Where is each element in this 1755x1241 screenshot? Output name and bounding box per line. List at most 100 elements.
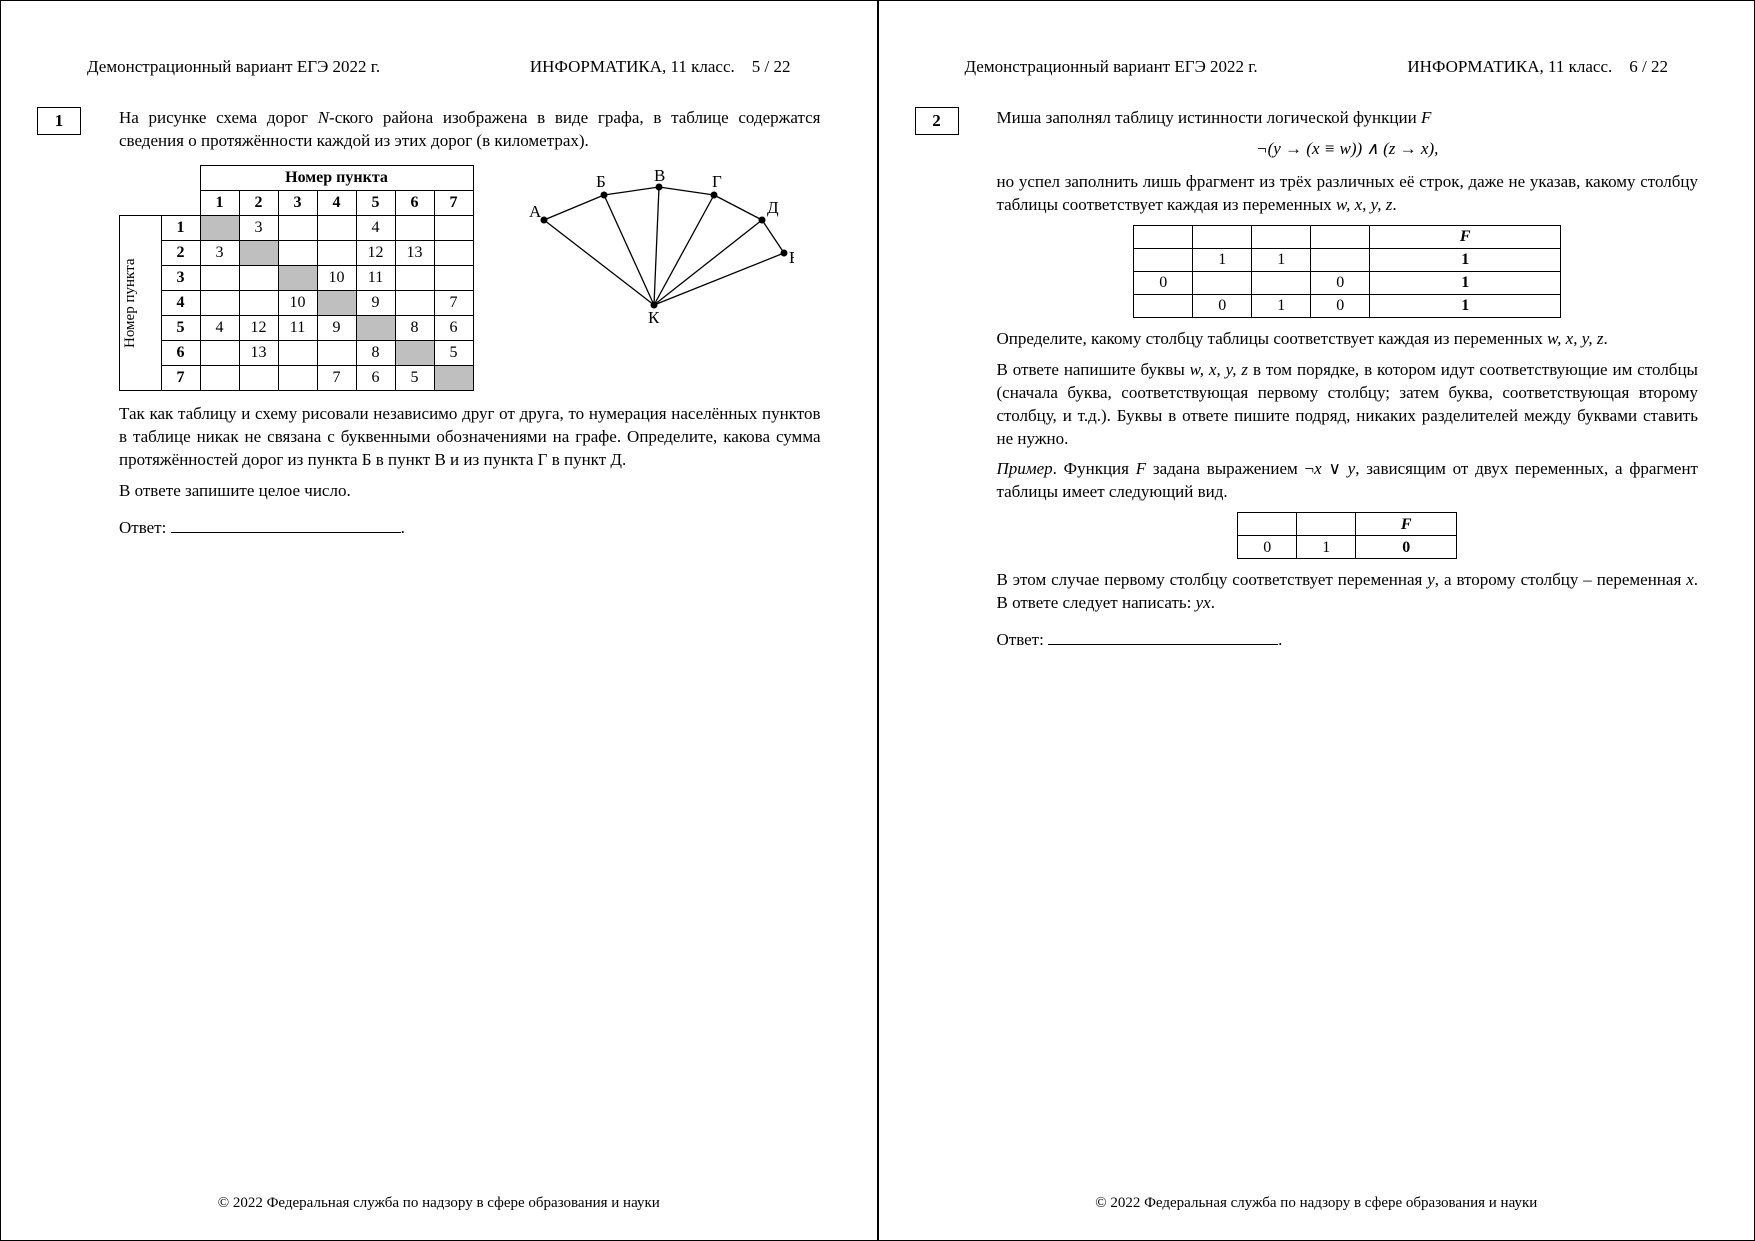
grid-cell: 10: [278, 290, 317, 315]
grid-cell: [278, 340, 317, 365]
grid-cell: [239, 240, 278, 265]
header-left: Демонстрационный вариант ЕГЭ 2022 г.: [87, 57, 380, 77]
p2-para2: Определите, какому столбцу таблицы соотв…: [997, 328, 1699, 351]
truth-cell: 0: [1134, 271, 1193, 294]
truth-cell: 1: [1252, 248, 1311, 271]
grid-cell: 13: [395, 240, 434, 265]
grid-cell: [278, 265, 317, 290]
row-header: 2: [161, 240, 200, 265]
grid-cell: 8: [395, 315, 434, 340]
row-header: 6: [161, 340, 200, 365]
col-header: 7: [434, 190, 473, 215]
node-E: Е: [789, 248, 794, 267]
grid-cell: [434, 215, 473, 240]
grid-cell: [395, 290, 434, 315]
grid-cell: [200, 365, 239, 390]
header-left: Демонстрационный вариант ЕГЭ 2022 г.: [965, 57, 1258, 77]
p1-intro: На рисунке схема дорог N-ского района из…: [119, 107, 821, 153]
truth-cell: 0: [1311, 271, 1370, 294]
grid-cell: 5: [395, 365, 434, 390]
page-number: 5 / 22: [752, 57, 791, 76]
node-A: А: [529, 202, 542, 221]
page-header: Демонстрационный вариант ЕГЭ 2022 г. ИНФ…: [965, 57, 1669, 77]
p2-intro: Миша заполнял таблицу истинности логичес…: [997, 107, 1699, 130]
grid-cell: [200, 290, 239, 315]
page-5: Демонстрационный вариант ЕГЭ 2022 г. ИНФ…: [0, 0, 878, 1241]
truth-cell: 1: [1370, 271, 1561, 294]
truth-cell: 0: [1311, 294, 1370, 317]
p2-example: Пример. Функция F задана выражением ¬x ∨…: [997, 458, 1699, 504]
grid-cell: 3: [200, 240, 239, 265]
col-header: 3: [278, 190, 317, 215]
grid-cell: [395, 215, 434, 240]
grid-cell: [200, 215, 239, 240]
truth-cell: [1311, 248, 1370, 271]
row-header: 7: [161, 365, 200, 390]
grid-cell: 6: [434, 315, 473, 340]
grid-cell: 11: [278, 315, 317, 340]
answer-blank[interactable]: [171, 532, 401, 533]
truth-cell: 0: [1238, 536, 1297, 559]
grid-cell: [395, 265, 434, 290]
truth-cell: 1: [1297, 536, 1356, 559]
truth-cell: [1134, 294, 1193, 317]
page-6: Демонстрационный вариант ЕГЭ 2022 г. ИНФ…: [878, 0, 1755, 1241]
header-right: ИНФОРМАТИКА, 11 класс. 5 / 22: [530, 57, 791, 77]
p1-text-after: Так как таблицу и схему рисовали независ…: [119, 403, 821, 472]
grid-cell: 3: [239, 215, 278, 240]
grid-cell: [278, 240, 317, 265]
grid-cell: [317, 290, 356, 315]
truth-cell: [1134, 248, 1193, 271]
node-D: Д: [767, 198, 779, 217]
page-spread: Демонстрационный вариант ЕГЭ 2022 г. ИНФ…: [0, 0, 1755, 1241]
row-header: 5: [161, 315, 200, 340]
table-and-graph: Номер пункта 1234567 Номер пункта1342312…: [119, 165, 821, 391]
question-number-1: 1: [37, 107, 81, 135]
page-header: Демонстрационный вариант ЕГЭ 2022 г. ИНФ…: [87, 57, 791, 77]
grid-cell: [317, 340, 356, 365]
answer-blank[interactable]: [1048, 644, 1278, 645]
logic-formula: ¬(y → (x ≡ w)) ∧ (z → x),: [997, 138, 1699, 161]
row-header: 1: [161, 215, 200, 240]
truth-cell: 0: [1193, 294, 1252, 317]
grid-cell: [317, 240, 356, 265]
grid-cell: [434, 265, 473, 290]
grid-cell: 12: [239, 315, 278, 340]
truth-cell: [1193, 271, 1252, 294]
grid-cell: [239, 365, 278, 390]
road-graph: А Б В Г Д Е К: [514, 165, 794, 335]
grid-cell: 5: [434, 340, 473, 365]
grid-cell: [239, 265, 278, 290]
grid-cell: [395, 340, 434, 365]
page-footer: © 2022 Федеральная служба по надзору в с…: [879, 1195, 1755, 1212]
grid-cell: 6: [356, 365, 395, 390]
page-footer: © 2022 Федеральная служба по надзору в с…: [1, 1195, 877, 1212]
node-B: Б: [596, 172, 606, 191]
p2-para5: В этом случае первому столбцу соответств…: [997, 569, 1699, 615]
col-header: 5: [356, 190, 395, 215]
grid-cell: 8: [356, 340, 395, 365]
grid-cell: 7: [317, 365, 356, 390]
page-number: 6 / 22: [1629, 57, 1668, 76]
node-G: Г: [712, 172, 722, 191]
header-right: ИНФОРМАТИКА, 11 класс. 6 / 22: [1407, 57, 1668, 77]
p1-text-after-2: В ответе запишите целое число.: [119, 480, 821, 503]
col-header: 4: [317, 190, 356, 215]
grid-cell: 9: [317, 315, 356, 340]
grid-cell: 9: [356, 290, 395, 315]
grid-cell: [434, 365, 473, 390]
grid-cell: 4: [356, 215, 395, 240]
question-row-2: 2 Миша заполнял таблицу истинности логич…: [935, 107, 1699, 652]
grid-cell: [278, 365, 317, 390]
p2-para1: но успел заполнить лишь фрагмент из трёх…: [997, 171, 1699, 217]
col-header: 2: [239, 190, 278, 215]
truth-cell: 1: [1370, 294, 1561, 317]
node-V: В: [654, 166, 665, 185]
truth-table-example: F 010: [1237, 512, 1457, 559]
grid-cell: [239, 290, 278, 315]
grid-cell: 12: [356, 240, 395, 265]
question-number-2: 2: [915, 107, 959, 135]
truth-cell: 1: [1370, 248, 1561, 271]
grid-cell: 4: [200, 315, 239, 340]
question-body-1: На рисунке схема дорог N-ского района из…: [119, 107, 821, 540]
